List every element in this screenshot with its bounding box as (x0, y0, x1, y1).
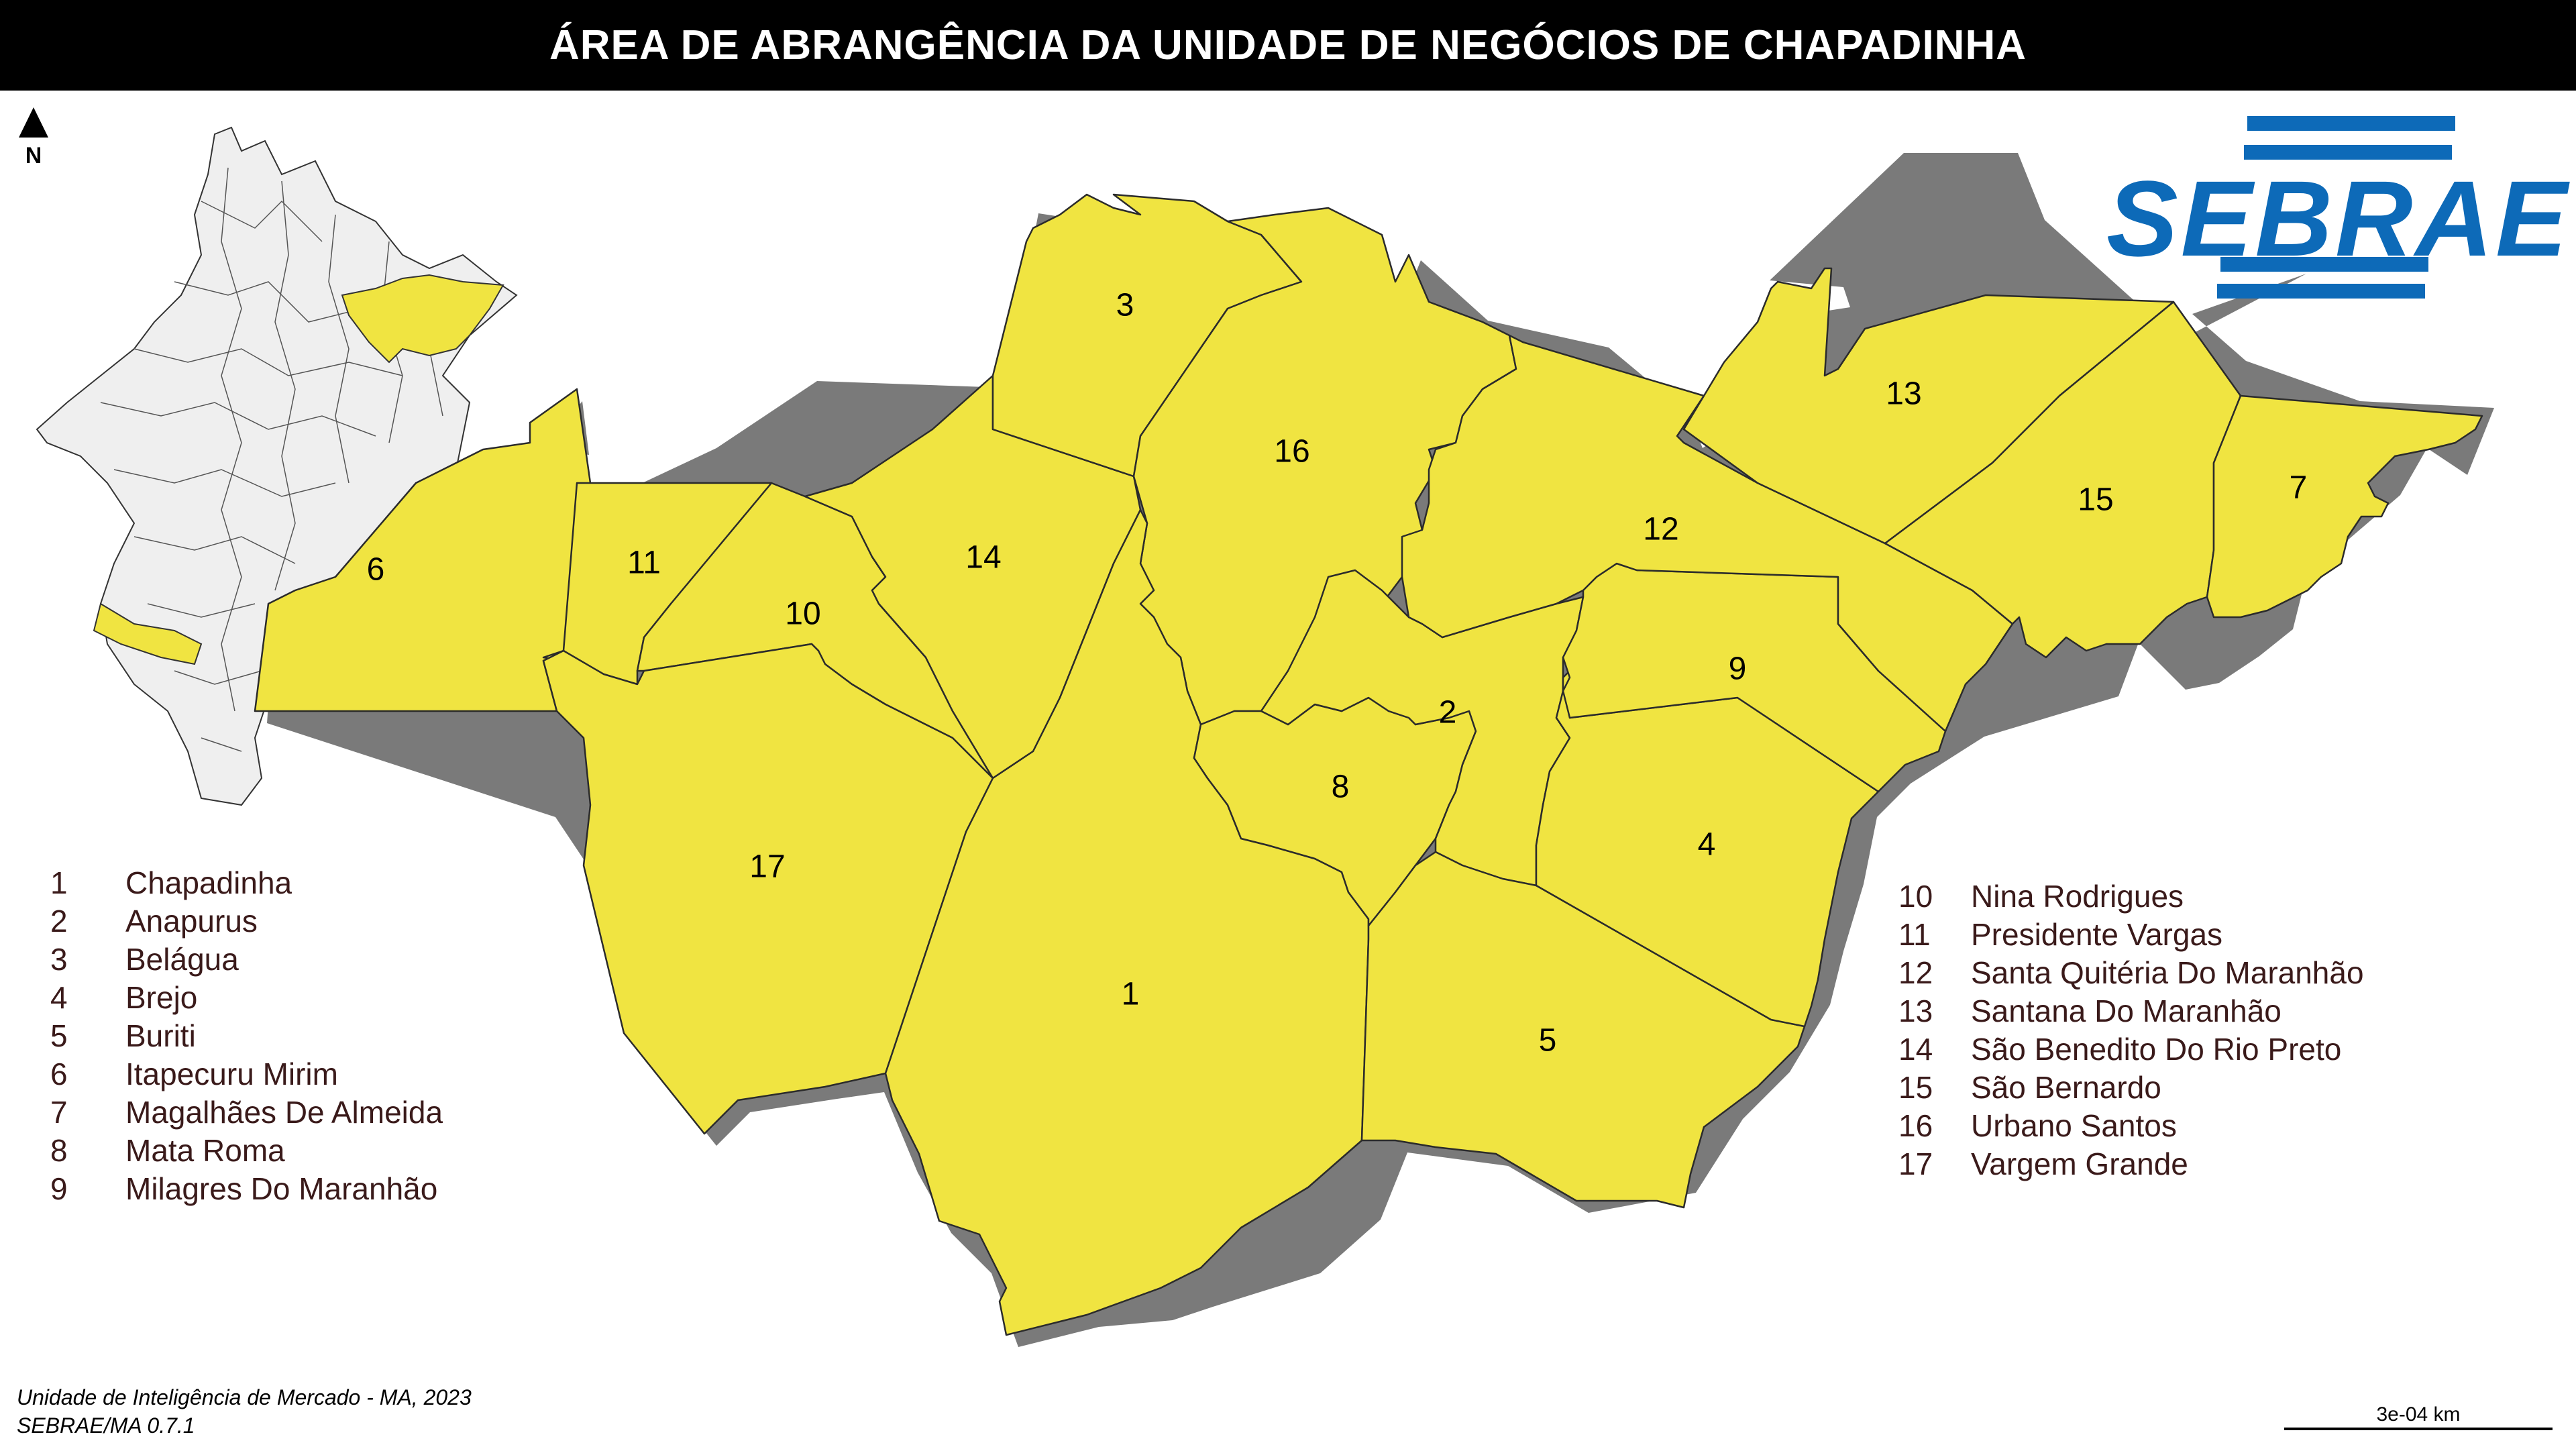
legend-name: Urbano Santos (1971, 1108, 2177, 1143)
legend-name: São Bernardo (1971, 1069, 2161, 1105)
title-bar: ÁREA DE ABRANGÊNCIA DA UNIDADE DE NEGÓCI… (0, 0, 2576, 91)
legend-number: 15 (1898, 1069, 1933, 1105)
logo-stripe (2247, 116, 2455, 131)
legend-item: 2 Anapurus (50, 902, 443, 940)
legend-item: 13 Santana Do Maranhão (1898, 991, 2364, 1030)
legend-item: 14 São Benedito Do Rio Preto (1898, 1030, 2364, 1068)
label-region-13: 13 (1886, 376, 1921, 412)
label-region-10: 10 (785, 596, 820, 632)
sebrae-logo: SEBRAE (2106, 113, 2567, 299)
legend-name: Santana Do Maranhão (1971, 993, 2282, 1028)
legend-number: 8 (50, 1132, 68, 1168)
legend-item: 1 Chapadinha (50, 863, 443, 902)
logo-text: SEBRAE (2106, 158, 2570, 278)
legend-name: Brejo (125, 979, 198, 1015)
legend-number: 1 (50, 865, 68, 900)
legend-name: Belágua (125, 941, 239, 977)
legend-item: 9 Milagres Do Maranhão (50, 1169, 443, 1208)
legend-item: 4 Brejo (50, 978, 443, 1016)
legend-number: 4 (50, 979, 68, 1015)
legend-item: 12 Santa Quitéria Do Maranhão (1898, 953, 2364, 991)
legend-number: 2 (50, 903, 68, 938)
legend-name: Itapecuru Mirim (125, 1056, 338, 1091)
label-region-12: 12 (1643, 512, 1678, 547)
legend-number: 6 (50, 1056, 68, 1091)
legend-item: 5 Buriti (50, 1016, 443, 1055)
legend-item: 15 São Bernardo (1898, 1068, 2364, 1106)
scale-bar: 3e-04 km (2284, 1403, 2553, 1430)
label-region-4: 4 (1698, 827, 1716, 863)
credit-line: Unidade de Inteligência de Mercado - MA,… (17, 1385, 472, 1409)
legend-number: 13 (1898, 993, 1933, 1028)
scale-line (2284, 1428, 2553, 1430)
legend-name: Nina Rodrigues (1971, 878, 2184, 914)
region-5 (1360, 851, 1806, 1209)
label-region-17: 17 (749, 849, 785, 885)
label-region-16: 16 (1274, 434, 1309, 470)
legend-item: 16 Urbano Santos (1898, 1106, 2364, 1144)
legend-left: 1 Chapadinha 2 Anapurus 3 Belágua 4 Brejo 5 B… (50, 863, 443, 1208)
legend-number: 5 (50, 1018, 68, 1053)
municipalities (254, 193, 2483, 1336)
legend-right: 10 Nina Rodrigues 11 Presidente Vargas 12 S… (1898, 877, 2364, 1183)
north-arrow: N (13, 104, 54, 171)
map-title: ÁREA DE ABRANGÊNCIA DA UNIDADE DE NEGÓCI… (549, 22, 2027, 68)
legend-name: Mata Roma (125, 1132, 285, 1168)
label-region-14: 14 (965, 540, 1001, 576)
legend-name: Buriti (125, 1018, 196, 1053)
legend-number: 7 (50, 1094, 68, 1130)
label-region-5: 5 (1539, 1023, 1557, 1059)
legend-item: 8 Mata Roma (50, 1131, 443, 1169)
inset-highlight-area (341, 274, 504, 364)
legend-item: 6 Itapecuru Mirim (50, 1055, 443, 1093)
legend-number: 14 (1898, 1031, 1933, 1067)
region-7 (2206, 394, 2483, 619)
legend-item: 3 Belágua (50, 940, 443, 978)
legend-name: Vargem Grande (1971, 1146, 2188, 1181)
legend-item: 17 Vargem Grande (1898, 1144, 2364, 1183)
logo-stripe (2220, 257, 2428, 272)
legend-number: 10 (1898, 878, 1933, 914)
legend-item: 7 Magalhães De Almeida (50, 1093, 443, 1131)
inset-highlight-south (93, 602, 203, 665)
legend-name: Magalhães De Almeida (125, 1094, 443, 1130)
scale-label: 3e-04 km (2376, 1403, 2461, 1426)
label-region-7: 7 (2290, 470, 2308, 506)
logo-stripe (2217, 284, 2425, 299)
legend-number: 16 (1898, 1108, 1933, 1143)
region-labels: 1 2 3 4 5 6 7 8 9 10 11 12 13 14 15 16 1… (367, 288, 2308, 1059)
label-region-6: 6 (367, 552, 385, 588)
legend-number: 12 (1898, 955, 1933, 990)
label-region-11: 11 (627, 545, 661, 581)
legend-name: Milagres Do Maranhão (125, 1171, 438, 1206)
legend-name: Presidente Vargas (1971, 916, 2223, 952)
legend-name: Santa Quitéria Do Maranhão (1971, 955, 2364, 990)
north-label: N (25, 143, 42, 168)
legend-name: Anapurus (125, 903, 258, 938)
label-region-8: 8 (1332, 769, 1350, 805)
legend-number: 17 (1898, 1146, 1933, 1181)
label-region-2: 2 (1439, 695, 1457, 731)
inset-municipal-lines (100, 167, 443, 752)
legend-number: 3 (50, 941, 68, 977)
label-region-15: 15 (2078, 482, 2113, 518)
legend-item: 11 Presidente Vargas (1898, 915, 2364, 953)
legend-number: 11 (1898, 916, 1931, 952)
region-15 (1884, 301, 2242, 659)
state-inset-map (36, 126, 518, 806)
label-region-9: 9 (1729, 651, 1747, 687)
legend-item: 10 Nina Rodrigues (1898, 877, 2364, 915)
label-region-3: 3 (1116, 288, 1134, 323)
label-region-1: 1 (1122, 977, 1140, 1012)
north-arrow-icon (19, 107, 48, 138)
legend-name: Chapadinha (125, 865, 292, 900)
legend-number: 9 (50, 1171, 68, 1206)
credits: Unidade de Inteligência de Mercado - MA,… (17, 1383, 472, 1440)
logo-stripe (2244, 145, 2452, 160)
legend-name: São Benedito Do Rio Preto (1971, 1031, 2342, 1067)
credit-line: SEBRAE/MA 0.7.1 (17, 1413, 195, 1438)
